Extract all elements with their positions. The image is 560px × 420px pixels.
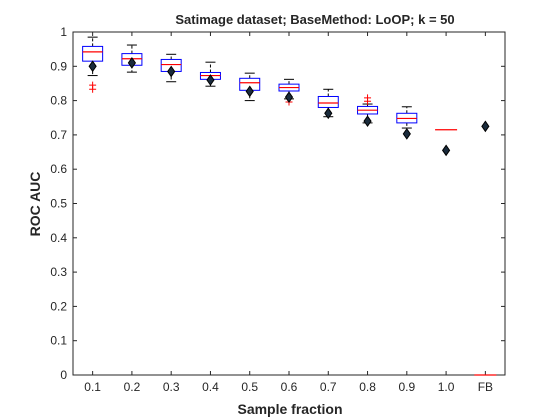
y-tick-label: 1: [60, 25, 67, 39]
mean-diamond-marker: [127, 56, 137, 69]
y-tick-label: 0.8: [50, 94, 67, 108]
box-iqr: [317, 95, 339, 108]
x-tick-label: 0.5: [241, 380, 258, 394]
y-tick-label: 0: [60, 368, 67, 382]
x-tick-label: 0.3: [163, 380, 180, 394]
mean-diamond-marker: [206, 74, 215, 86]
y-tick-label: 0.4: [50, 231, 67, 245]
mean-diamond-marker: [402, 127, 411, 140]
mean-diamond-marker: [167, 65, 176, 78]
y-tick-label: 0.3: [50, 265, 67, 279]
plot-area: 0 0.1 0.2 0.3 0.4 0.5 0.6 0.7 0.8 0.9 1 0.1 0.2 0.3 0.…: [50, 25, 506, 394]
x-tick-label: FB: [478, 380, 493, 394]
mean-diamond-marker: [481, 120, 490, 133]
x-axis-label: Sample fraction: [237, 401, 342, 417]
x-tick-label: 0.4: [202, 380, 219, 394]
y-tick-label: 0.1: [50, 334, 67, 348]
x-tick-label: 1.0: [438, 380, 455, 394]
box-iqr: [82, 45, 104, 62]
outlier-marker: [89, 81, 97, 89]
y-axis-label: ROC AUC: [27, 172, 43, 237]
y-tick-label: 0.2: [50, 299, 67, 313]
x-tick-label: 0.8: [359, 380, 376, 394]
mean-diamond-marker: [245, 85, 254, 98]
outlier-marker: [364, 94, 372, 102]
x-tick-label: 0.2: [124, 380, 141, 394]
mean-diamond-marker: [324, 107, 333, 120]
mean-diamond-marker: [441, 144, 451, 157]
chart-title: Satimage dataset; BaseMethod: LoOP; k = …: [175, 12, 454, 27]
mean-diamond-marker: [284, 91, 294, 104]
x-tick-label: 0.1: [84, 380, 101, 394]
y-tick-label: 0.9: [50, 59, 67, 73]
x-tick-label: 0.7: [320, 380, 337, 394]
mean-diamond-marker: [88, 60, 97, 73]
x-tick-label: 0.6: [281, 380, 298, 394]
y-tick-label: 0.6: [50, 162, 67, 176]
mean-diamond-marker: [363, 115, 372, 128]
y-tick-label: 0.7: [50, 128, 67, 142]
y-tick-label: 0.5: [50, 197, 67, 211]
x-tick-label: 0.9: [398, 380, 415, 394]
